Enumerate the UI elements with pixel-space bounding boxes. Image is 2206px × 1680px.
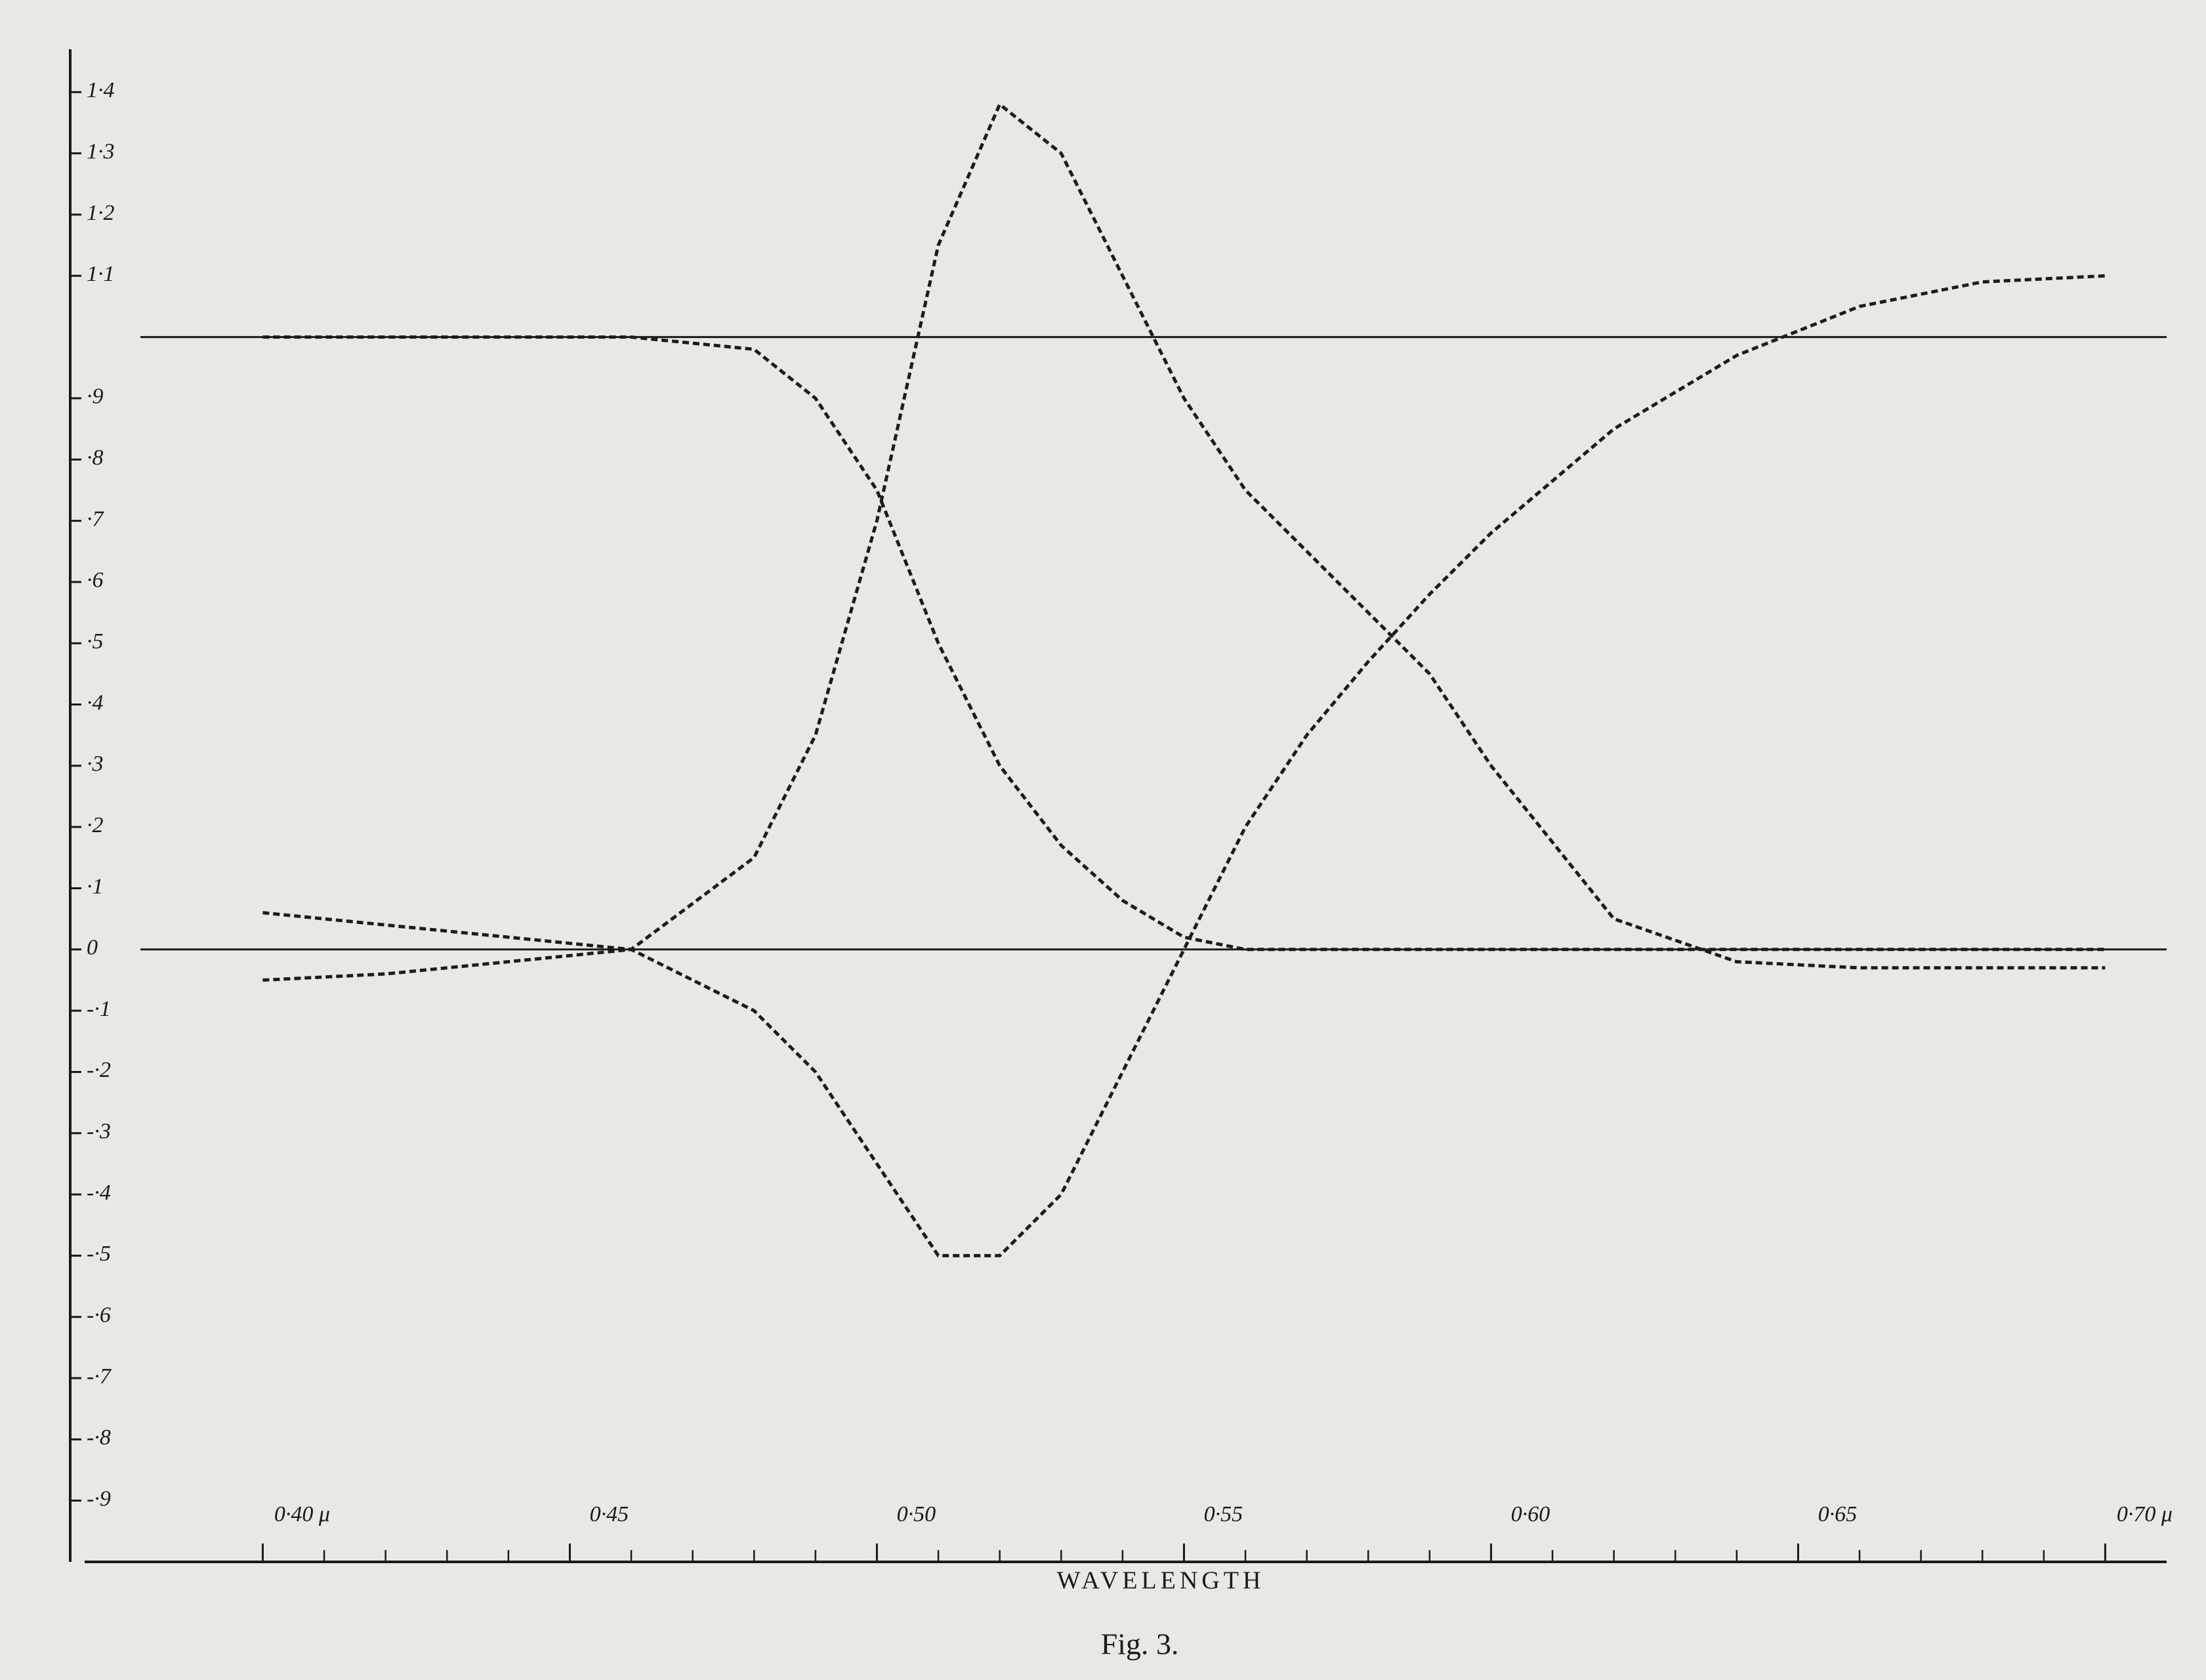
- y-tick-label: ·9: [87, 385, 104, 409]
- y-tick-label: -·3: [87, 1120, 111, 1144]
- x-tick-label: 0·55: [1204, 1502, 1243, 1526]
- y-tick-label: ·8: [87, 446, 104, 470]
- y-tick-label: 0: [87, 936, 98, 960]
- y-tick-label: 1·3: [87, 139, 115, 163]
- y-tick-label: ·6: [87, 568, 104, 593]
- x-tick-label: 0·65: [1818, 1502, 1858, 1526]
- y-tick-label: -·2: [87, 1058, 111, 1082]
- y-tick-label: -·1: [87, 997, 111, 1021]
- y-tick-label: ·5: [87, 629, 104, 654]
- curve: [262, 102, 2106, 970]
- x-axis-label: WAVELENGTH: [1057, 1567, 1265, 1595]
- y-tick-label: ·4: [87, 690, 104, 715]
- y-tick-label: -·5: [87, 1242, 111, 1266]
- x-tick-label: 0·45: [590, 1502, 629, 1526]
- curve: [262, 274, 2106, 1257]
- y-tick-label: 1·2: [87, 201, 115, 225]
- y-tick-label: ·7: [87, 507, 105, 531]
- curve: [262, 335, 2106, 952]
- y-tick-label: -·4: [87, 1181, 111, 1205]
- y-tick-label: 1·4: [87, 78, 115, 102]
- x-tick-label: 0·50: [897, 1502, 936, 1526]
- x-tick-label: 0·70 μ: [2117, 1502, 2173, 1526]
- caption: Fig. 3.: [1101, 1628, 1179, 1661]
- y-tick-label: ·2: [87, 813, 104, 837]
- x-tick-label: 0·60: [1511, 1502, 1550, 1526]
- y-tick-label: -·9: [87, 1486, 111, 1511]
- y-tick-label: ·3: [87, 752, 104, 776]
- y-tick-label: ·1: [87, 874, 104, 898]
- x-tick-label: 0·40 μ: [274, 1502, 330, 1526]
- y-tick-label: -·7: [87, 1364, 112, 1389]
- y-tick-label: 1·1: [87, 262, 115, 286]
- y-tick-label: -·8: [87, 1425, 111, 1450]
- y-tick-label: -·6: [87, 1303, 111, 1328]
